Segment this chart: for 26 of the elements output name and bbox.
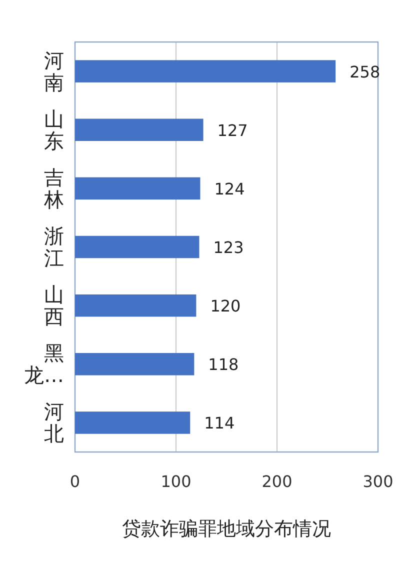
text: 贷款诈骗罪地域分布情况: [122, 518, 331, 540]
bar: [75, 353, 194, 376]
data-label: 120: [210, 296, 241, 316]
x-tick-label: 0: [70, 472, 80, 491]
bar: [75, 294, 196, 317]
data-label: 258: [350, 62, 380, 82]
y-tick-label: 山东: [44, 106, 64, 153]
bar: [75, 177, 200, 200]
y-tick-label: 山西: [44, 282, 64, 329]
x-tick-label: 200: [262, 472, 292, 491]
bar: [75, 236, 200, 258]
y-tick-label: 河南: [44, 48, 64, 94]
y-tick-label: 浙江: [44, 224, 64, 270]
y-tick-label: 黑龙…: [24, 341, 64, 388]
bar: [75, 60, 336, 82]
y-tick-label: 吉林: [43, 165, 64, 212]
x-tick-label: 100: [160, 472, 192, 491]
data-label: 124: [214, 179, 245, 198]
bar: [75, 118, 204, 141]
data-label: 114: [204, 414, 235, 433]
x-tick-label: 300: [362, 472, 394, 491]
data-label: 118: [208, 355, 239, 374]
bar: [75, 412, 190, 434]
y-tick-label: 河北: [44, 400, 64, 446]
data-label: 123: [213, 238, 244, 257]
data-label: 127: [217, 120, 248, 140]
